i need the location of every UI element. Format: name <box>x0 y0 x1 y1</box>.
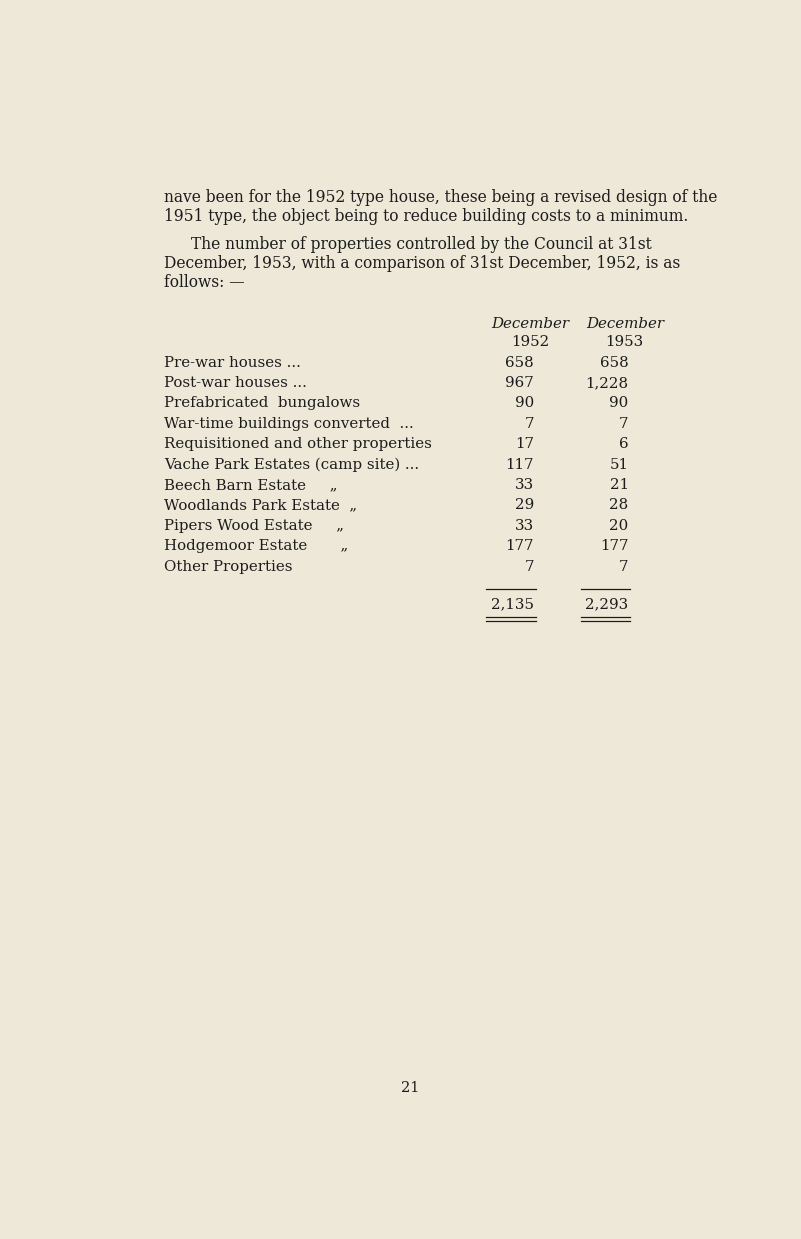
Text: 7: 7 <box>619 560 629 574</box>
Text: Prefabricated  bungalows: Prefabricated bungalows <box>163 396 360 410</box>
Text: 177: 177 <box>505 539 534 554</box>
Text: 29: 29 <box>515 498 534 513</box>
Text: 7: 7 <box>619 416 629 431</box>
Text: Pre-war houses ...: Pre-war houses ... <box>163 356 300 369</box>
Text: 90: 90 <box>610 396 629 410</box>
Text: Requisitioned and other properties: Requisitioned and other properties <box>163 437 432 451</box>
Text: 21: 21 <box>610 478 629 492</box>
Text: 2,293: 2,293 <box>586 597 629 611</box>
Text: Post-war houses ...: Post-war houses ... <box>163 375 307 390</box>
Text: 1952: 1952 <box>511 335 549 349</box>
Text: Pipers Wood Estate     „: Pipers Wood Estate „ <box>163 519 344 533</box>
Text: 6: 6 <box>619 437 629 451</box>
Text: 1951 type, the object being to reduce building costs to a minimum.: 1951 type, the object being to reduce bu… <box>163 208 688 224</box>
Text: War-time buildings converted  ...: War-time buildings converted ... <box>163 416 413 431</box>
Text: Beech Barn Estate     „: Beech Barn Estate „ <box>163 478 337 492</box>
Text: 7: 7 <box>525 560 534 574</box>
Text: Woodlands Park Estate  „: Woodlands Park Estate „ <box>163 498 356 513</box>
Text: 2,135: 2,135 <box>491 597 534 611</box>
Text: 33: 33 <box>515 519 534 533</box>
Text: 33: 33 <box>515 478 534 492</box>
Text: 20: 20 <box>610 519 629 533</box>
Text: Hodgemoor Estate       „: Hodgemoor Estate „ <box>163 539 348 554</box>
Text: 1953: 1953 <box>606 335 644 349</box>
Text: December: December <box>586 317 664 331</box>
Text: 17: 17 <box>515 437 534 451</box>
Text: 1,228: 1,228 <box>586 375 629 390</box>
Text: Other Properties: Other Properties <box>163 560 292 574</box>
Text: 117: 117 <box>505 457 534 472</box>
Text: Vache Park Estates (camp site) ...: Vache Park Estates (camp site) ... <box>163 457 419 472</box>
Text: The number of properties controlled by the Council at 31st: The number of properties controlled by t… <box>191 237 651 254</box>
Text: nave been for the 1952 type house, these being a revised design of the: nave been for the 1952 type house, these… <box>163 188 717 206</box>
Text: 7: 7 <box>525 416 534 431</box>
Text: 28: 28 <box>610 498 629 513</box>
Text: follows: —: follows: — <box>163 274 244 291</box>
Text: 21: 21 <box>401 1082 420 1095</box>
Text: 658: 658 <box>600 356 629 369</box>
Text: 177: 177 <box>600 539 629 554</box>
Text: 90: 90 <box>515 396 534 410</box>
Text: 967: 967 <box>505 375 534 390</box>
Text: December: December <box>491 317 570 331</box>
Text: 51: 51 <box>610 457 629 472</box>
Text: 658: 658 <box>505 356 534 369</box>
Text: December, 1953, with a comparison of 31st December, 1952, is as: December, 1953, with a comparison of 31s… <box>163 255 680 273</box>
